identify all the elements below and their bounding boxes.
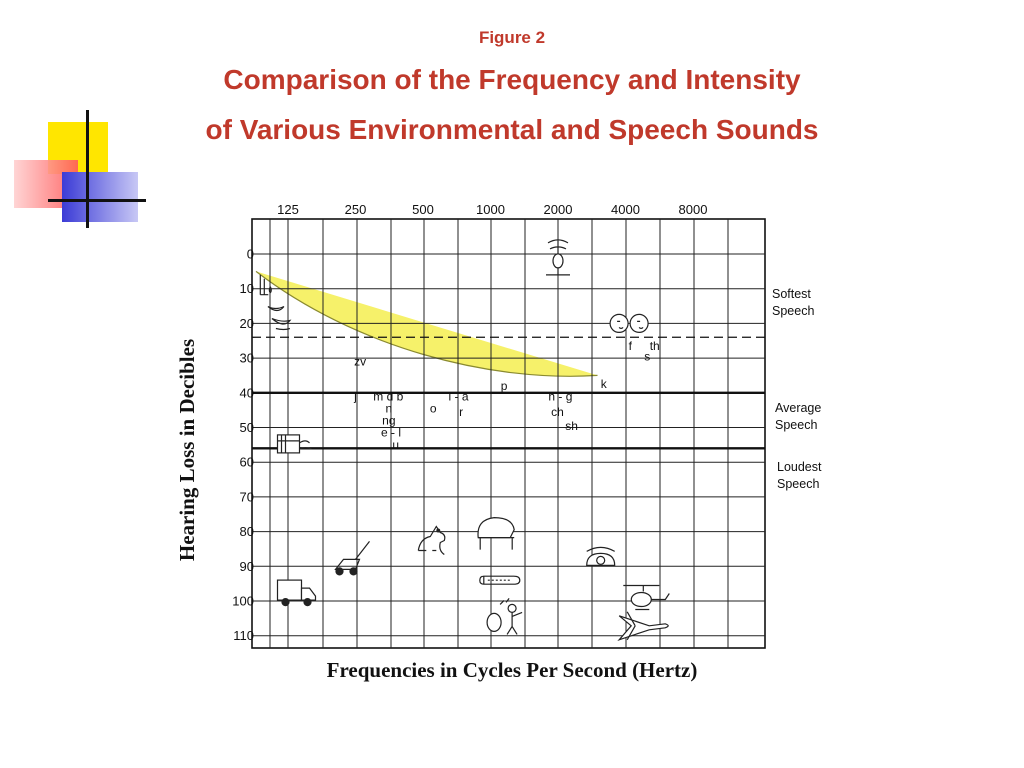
phoneme-label: ng xyxy=(382,414,395,428)
phoneme-label: th xyxy=(650,339,660,353)
y-tick-label: 20 xyxy=(240,316,254,331)
phoneme-label: j xyxy=(353,389,357,403)
phoneme-label: u xyxy=(392,438,399,452)
faces-whisper-icon xyxy=(609,313,649,333)
phoneme-label: r xyxy=(459,405,463,419)
y-tick-label: 0 xyxy=(247,247,254,262)
phoneme-label: i - a xyxy=(449,389,469,403)
leaves-rustling-icon xyxy=(267,305,292,331)
piano-icon xyxy=(477,516,515,550)
phoneme-label: zv xyxy=(354,355,366,369)
y-tick-label: 10 xyxy=(240,281,254,296)
y-tick-label: 60 xyxy=(240,455,254,470)
speech-level-label: Softest Speech xyxy=(772,287,814,318)
birds-chirping-icon xyxy=(546,239,570,276)
x-tick-label: 1000 xyxy=(476,202,505,217)
y-tick-label: 90 xyxy=(240,559,254,574)
y-tick-label: 100 xyxy=(232,594,254,609)
phoneme-label: f xyxy=(629,339,633,353)
lawn-mower-icon xyxy=(334,541,370,576)
y-tick-label: 40 xyxy=(240,385,254,400)
phoneme-label: ch xyxy=(551,405,564,419)
telephone-ring-icon xyxy=(586,546,616,567)
y-tick-label: 80 xyxy=(240,524,254,539)
figure-label: Figure 2 xyxy=(478,28,546,47)
y-tick-label: 110 xyxy=(233,628,254,643)
chart-title-line-2: of Various Environmental and Speech Soun… xyxy=(205,114,819,145)
phoneme-label: sh xyxy=(565,419,578,433)
deco-horizontal-line xyxy=(48,199,146,202)
phoneme-label: h - g xyxy=(548,389,572,403)
airplane-icon xyxy=(617,611,669,642)
phoneme-label: n xyxy=(385,401,392,415)
truck-icon xyxy=(276,579,317,607)
chart-title-line-1: Comparison of the Frequency and Intensit… xyxy=(223,64,801,95)
deco-vertical-line xyxy=(86,110,89,228)
x-tick-label: 500 xyxy=(412,202,434,217)
chainsaw-icon xyxy=(479,575,521,585)
y-axis-title: Hearing Loss in Decibles xyxy=(175,339,199,561)
y-tick-label: 50 xyxy=(240,420,254,435)
dog-barking-icon xyxy=(417,525,446,555)
plot-frame xyxy=(251,218,766,649)
phoneme-label: p xyxy=(501,379,508,393)
phoneme-label: s xyxy=(644,349,650,363)
x-tick-label: 125 xyxy=(277,202,299,217)
speech-level-label: Average Speech xyxy=(775,401,821,432)
deco-blue-square xyxy=(62,172,138,222)
phoneme-label: e - l xyxy=(381,426,401,440)
x-tick-label: 8000 xyxy=(679,202,708,217)
rock-band-icon xyxy=(486,598,523,635)
phoneme-label: m d b xyxy=(373,389,403,403)
phoneme-label: k xyxy=(601,377,608,391)
x-tick-label: 4000 xyxy=(611,202,640,217)
refrigerator-hum-icon xyxy=(276,434,312,454)
x-axis-title: Frequencies in Cycles Per Second (Hertz) xyxy=(327,658,698,682)
x-tick-label: 2000 xyxy=(544,202,573,217)
y-tick-label: 30 xyxy=(240,351,254,366)
water-drip-icon xyxy=(259,274,272,296)
phoneme-label: o xyxy=(430,401,437,415)
x-tick-label: 250 xyxy=(345,202,367,217)
helicopter-icon xyxy=(623,584,670,611)
speech-level-label: Loudest Speech xyxy=(777,460,822,491)
y-tick-label: 70 xyxy=(240,489,254,504)
